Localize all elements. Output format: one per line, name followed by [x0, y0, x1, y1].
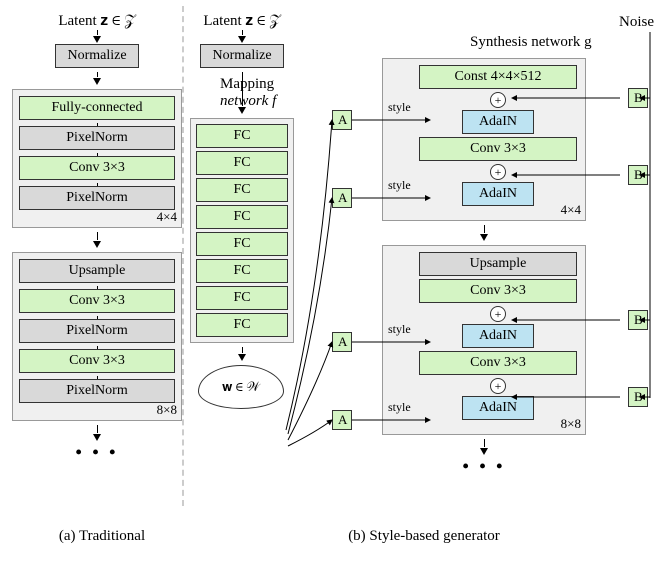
caption-style-based: (b) Style-based generator — [192, 528, 656, 545]
fc-box: FC — [196, 178, 288, 202]
noise-b-box: B — [628, 310, 648, 330]
arrow-down-icon — [238, 354, 246, 361]
add-node: + — [490, 164, 506, 180]
normalize-box: Normalize — [200, 44, 284, 68]
fc-box: FC — [196, 232, 288, 256]
arrow-down-icon — [93, 434, 101, 441]
add-node: + — [490, 378, 506, 394]
conv-box: Conv 3×3 — [419, 351, 577, 375]
affine-a-box: A — [332, 332, 352, 352]
upsample-box: Upsample — [419, 252, 577, 276]
style-based-column: Noise Synthesis network g Mapping networ… — [190, 12, 650, 522]
conv-box: Conv 3×3 — [19, 156, 175, 180]
affine-a-box: A — [332, 110, 352, 130]
adain-box: AdaIN — [462, 182, 534, 206]
style-label: style — [388, 100, 411, 115]
conv-box: Conv 3×3 — [19, 289, 175, 313]
style-label: style — [388, 400, 411, 415]
arrow-down-icon — [238, 107, 246, 114]
fc-box: FC — [196, 286, 288, 310]
normalize-box: Normalize — [55, 44, 139, 68]
caption-row: (a) Traditional (b) Style-based generato… — [12, 528, 656, 545]
mapping-fc-group: FC FC FC FC FC FC FC FC — [190, 118, 294, 343]
add-node: + — [490, 92, 506, 108]
synth-group-8x8: Upsample Conv 3×3 + AdaIN Conv 3×3 + Ada… — [382, 245, 586, 435]
continuation-dots: • • • — [382, 456, 586, 477]
arrow-down-icon — [480, 234, 488, 241]
add-node: + — [490, 306, 506, 322]
continuation-dots: • • • — [12, 442, 182, 463]
group-size-label: 8×8 — [157, 402, 177, 418]
conv-box: Conv 3×3 — [19, 349, 175, 373]
group-size-label: 4×4 — [157, 209, 177, 225]
diagram-container: Latent 𝐳 ∈ 𝒵 Normalize Fully-connected P… — [12, 12, 656, 522]
noise-b-box: B — [628, 387, 648, 407]
style-label: style — [388, 178, 411, 193]
vertical-divider — [182, 6, 184, 506]
traditional-group-8x8: Upsample Conv 3×3 PixelNorm Conv 3×3 Pix… — [12, 252, 182, 421]
fc-box: FC — [196, 313, 288, 337]
pixelnorm-box: PixelNorm — [19, 186, 175, 210]
synth-group-4x4: Const 4×4×512 + AdaIN Conv 3×3 + AdaIN 4… — [382, 58, 586, 221]
w-latent-cloud: 𝐰 ∈ 𝒲 — [198, 365, 284, 409]
style-label: style — [388, 322, 411, 337]
adain-box: AdaIN — [462, 396, 534, 420]
caption-traditional: (a) Traditional — [12, 528, 192, 545]
group-size-label: 4×4 — [561, 202, 581, 218]
arrow-down-icon — [93, 78, 101, 85]
pixelnorm-box: PixelNorm — [19, 379, 175, 403]
arrow-down-icon — [480, 448, 488, 455]
adain-box: AdaIN — [462, 324, 534, 348]
adain-box: AdaIN — [462, 110, 534, 134]
affine-a-box: A — [332, 410, 352, 430]
fc-box: FC — [196, 205, 288, 229]
conv-box: Conv 3×3 — [419, 279, 577, 303]
noise-b-box: B — [628, 88, 648, 108]
synthesis-network: Const 4×4×512 + AdaIN Conv 3×3 + AdaIN 4… — [382, 12, 586, 522]
latent-z-label: Latent 𝐳 ∈ 𝒵 — [12, 12, 182, 30]
conv-box: Conv 3×3 — [419, 137, 577, 161]
noise-b-box: B — [628, 165, 648, 185]
pixelnorm-box: PixelNorm — [19, 319, 175, 343]
upsample-box: Upsample — [19, 259, 175, 283]
arrow-down-icon — [93, 241, 101, 248]
fc-box: FC — [196, 151, 288, 175]
fc-box: FC — [196, 124, 288, 148]
pixelnorm-box: PixelNorm — [19, 126, 175, 150]
const-box: Const 4×4×512 — [419, 65, 577, 89]
fully-connected-box: Fully-connected — [19, 96, 175, 120]
fc-box: FC — [196, 259, 288, 283]
latent-z-label: Latent 𝐳 ∈ 𝒵 — [190, 12, 294, 30]
noise-label: Noise — [619, 14, 654, 31]
group-size-label: 8×8 — [561, 416, 581, 432]
arrow-down-icon — [238, 36, 246, 43]
arrow-down-icon — [93, 36, 101, 43]
traditional-column: Latent 𝐳 ∈ 𝒵 Normalize Fully-connected P… — [12, 12, 182, 522]
affine-a-box: A — [332, 188, 352, 208]
traditional-group-4x4: Fully-connected PixelNorm Conv 3×3 Pixel… — [12, 89, 182, 228]
mapping-network: Latent 𝐳 ∈ 𝒵 Normalize FC FC FC FC FC FC… — [190, 12, 294, 522]
